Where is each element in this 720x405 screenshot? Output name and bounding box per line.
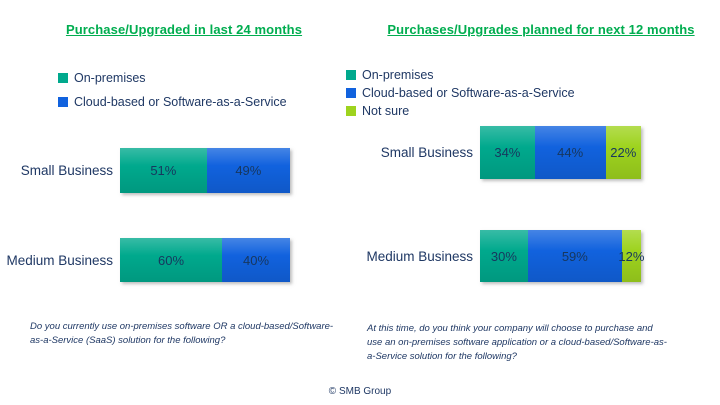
legend-label: Cloud-based or Software-as-a-Service: [74, 95, 287, 109]
category-label-medium-business: Medium Business: [366, 249, 473, 264]
segment-value-label: 59%: [561, 248, 588, 264]
bar-segment-not-sure: 22%: [605, 126, 642, 179]
right-chart-legend: On-premises Cloud-based or Software-as-a…: [346, 68, 575, 118]
segment-value-label: 22%: [610, 145, 637, 160]
legend-label: On-premises: [362, 68, 434, 82]
legend-item-not-sure: Not sure: [346, 104, 575, 118]
copyright-text: © SMB Group: [328, 386, 392, 397]
stacked-bar-medium-business: 30% 59% 12%: [480, 230, 644, 282]
legend-item-cloud-saas: Cloud-based or Software-as-a-Service: [58, 95, 287, 109]
legend-swatch-on-premises: [58, 73, 68, 83]
legend-item-on-premises: On-premises: [58, 71, 287, 85]
bar-segment-cloud-saas: 44%: [534, 126, 606, 179]
stacked-bar-small-business: 34% 44% 22%: [480, 126, 642, 179]
category-label-medium-business: Medium Business: [6, 253, 113, 268]
category-label-small-business: Small Business: [380, 145, 473, 160]
segment-value-label: 40%: [242, 252, 270, 268]
bar-segment-on-premises: 30%: [480, 230, 528, 282]
bar-segment-on-premises: 34%: [480, 126, 535, 179]
bar-segment-cloud-saas: 59%: [527, 230, 622, 282]
bar-segment-on-premises: 60%: [120, 238, 222, 282]
stacked-bar-small-business: 51% 49%: [120, 148, 291, 193]
bar-segment-cloud-saas: 40%: [222, 238, 290, 282]
segment-value-label: 12%: [618, 248, 645, 264]
segment-value-label: 30%: [490, 248, 517, 264]
left-chart-legend: On-premises Cloud-based or Software-as-a…: [58, 71, 287, 109]
segment-value-label: 49%: [235, 163, 262, 178]
legend-label: On-premises: [74, 71, 146, 85]
legend-swatch-not-sure: [346, 106, 356, 116]
segment-value-label: 51%: [150, 163, 177, 178]
segment-value-label: 34%: [494, 145, 521, 160]
right-survey-question-footnote: At this time, do you think your company …: [367, 323, 667, 362]
bar-segment-not-sure: 12%: [618, 230, 644, 282]
bar-segment-on-premises: 51%: [120, 148, 207, 193]
stacked-bar-medium-business: 60% 40%: [120, 238, 290, 282]
legend-label: Not sure: [362, 104, 410, 118]
left-chart-title: Purchase/Upgraded in last 24 months: [65, 22, 303, 37]
legend-item-cloud-saas: Cloud-based or Software-as-a-Service: [346, 86, 575, 100]
right-chart-title: Purchases/Upgrades planned for next 12 m…: [387, 22, 695, 37]
legend-label: Cloud-based or Software-as-a-Service: [362, 86, 575, 100]
legend-swatch-cloud-saas: [346, 88, 356, 98]
bar-segment-cloud-saas: 49%: [206, 148, 291, 193]
category-label-small-business: Small Business: [20, 163, 113, 178]
left-survey-question-footnote: Do you currently use on-premises softwar…: [30, 321, 334, 346]
legend-swatch-on-premises: [346, 70, 356, 80]
segment-value-label: 60%: [157, 252, 185, 268]
legend-swatch-cloud-saas: [58, 97, 68, 107]
segment-value-label: 44%: [557, 145, 584, 160]
legend-item-on-premises: On-premises: [346, 68, 575, 82]
